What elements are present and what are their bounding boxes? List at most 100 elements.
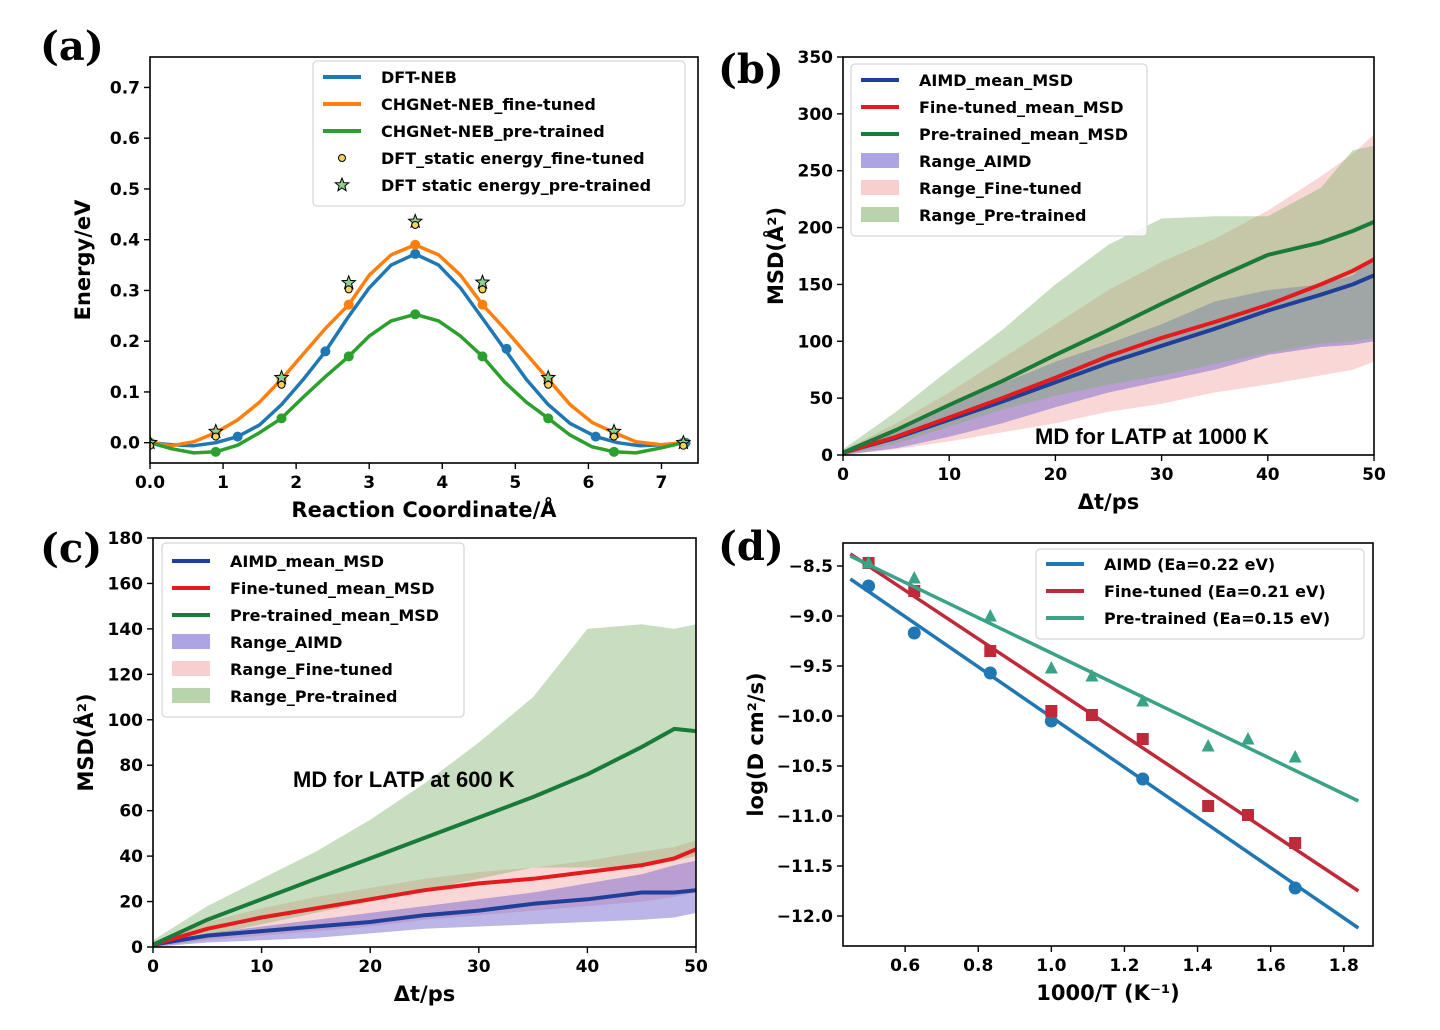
fit-line-triangle <box>849 554 1360 803</box>
legend-a: DFT-NEB CHGNet-NEB_fine-tuned CHGNet-NEB_p… <box>312 60 686 207</box>
circle-point-2 <box>277 380 286 389</box>
legend-swatch <box>172 661 210 676</box>
legend-item: Range_Fine-tuned <box>172 660 393 679</box>
legend-label: CHGNet-NEB_pre-trained <box>381 122 605 141</box>
point-square-5 <box>1136 733 1149 745</box>
legend-label: Pre-trained (Ea=0.15 eV) <box>1104 609 1330 628</box>
point-square-2 <box>984 645 997 657</box>
legend-item: DFT_static energy_fine-tuned <box>338 149 645 168</box>
y-tick-label: 0 <box>821 446 833 466</box>
legend-item: Range_AIMD <box>861 152 1031 171</box>
legend-swatch <box>333 176 351 192</box>
x-tick-label: 4 <box>436 473 448 493</box>
legend-label: Range_Pre-trained <box>919 206 1086 225</box>
y-tick-label: 0.3 <box>110 281 140 301</box>
point-chgnet-neb_fine-tuned-5 <box>477 299 488 310</box>
legend-swatch <box>172 688 210 703</box>
point-chgnet-neb_pre-trained-1 <box>210 446 221 457</box>
x-tick-label: 6 <box>582 473 594 493</box>
legend-frame <box>1035 548 1365 640</box>
point-triangle-7 <box>1241 732 1255 745</box>
panel-c: (c) 0 10 20 30 40 50 0 20 40 60 80 100 120 140 160 180 Δt… <box>40 525 708 1006</box>
y-tick-label: −9.5 <box>789 657 833 677</box>
band-range-fine-tuned <box>843 134 1374 455</box>
legend-item: DFT static energy_pre-trained <box>333 176 651 195</box>
fit-line-circle <box>849 577 1360 930</box>
x-tick-label: 2 <box>290 473 302 493</box>
y-tick-label: 100 <box>108 711 144 731</box>
band-range-fine-tuned <box>153 840 696 947</box>
point-dft-neb-1 <box>232 431 243 442</box>
x-tick-label: 1.2 <box>1109 956 1139 976</box>
y-tick-label: 60 <box>119 802 143 822</box>
x-tick-label: 50 <box>1362 465 1386 485</box>
point-triangle-2 <box>983 609 997 622</box>
point-chgnet-neb_pre-trained-2 <box>276 413 287 424</box>
y-tick-label: 120 <box>108 665 144 685</box>
plot-area-d <box>849 552 1360 930</box>
line-fine-tuned-mean-msd <box>843 257 1374 455</box>
legend-d: AIMD (Ea=0.22 eV) Fine-tuned (Ea=0.21 eV)… <box>1035 548 1365 640</box>
point-chgnet-neb_pre-trained-7 <box>608 446 619 457</box>
y-tick-label: −8.5 <box>789 557 833 577</box>
legend-label: AIMD (Ea=0.22 eV) <box>1104 555 1275 574</box>
legend-swatch <box>861 153 899 168</box>
x-tick-label: 20 <box>1044 465 1068 485</box>
legend-label: Range_Fine-tuned <box>230 660 393 679</box>
legend-item: DFT-NEB <box>323 68 457 87</box>
star-point-5 <box>474 273 491 290</box>
x-tick-label: 30 <box>467 957 491 977</box>
y-axis-label: log(D cm²/s) <box>744 672 768 816</box>
x-tick-label: 20 <box>358 957 382 977</box>
legend-label: AIMD_mean_MSD <box>230 552 384 571</box>
legend-label: AIMD_mean_MSD <box>919 71 1073 90</box>
axes-frame <box>149 56 699 464</box>
y-tick-label: 0.0 <box>110 434 140 454</box>
point-chgnet-neb_pre-trained-5 <box>477 351 488 362</box>
legend-item: Range_Pre-trained <box>861 206 1086 225</box>
point-triangle-5 <box>1136 694 1150 707</box>
x-tick-label: 1.6 <box>1256 956 1286 976</box>
x-tick-label: 10 <box>250 957 274 977</box>
axes-frame <box>842 542 1374 947</box>
x-tick-label: 7 <box>656 473 668 493</box>
x-axis-label: Δt/ps <box>1078 490 1140 514</box>
legend-label: DFT-NEB <box>381 68 457 87</box>
line-pre-trained-mean-msd <box>843 220 1374 455</box>
y-tick-label: 20 <box>119 893 143 913</box>
x-tick-label: 5 <box>509 473 521 493</box>
y-tick-label: 100 <box>798 332 834 352</box>
point-dft-neb-5 <box>590 431 601 442</box>
y-tick-label: 250 <box>798 162 834 182</box>
point-triangle-1 <box>907 571 921 584</box>
point-dft-neb-4 <box>501 343 512 354</box>
y-tick-label: 0 <box>131 938 143 958</box>
band-range-pre-trained <box>843 145 1374 455</box>
legend-label: Range_AIMD <box>919 152 1031 171</box>
point-circle-1 <box>907 626 921 640</box>
x-axis-label: Reaction Coordinate/Å <box>291 497 557 522</box>
legend-label: DFT_static energy_fine-tuned <box>381 149 645 168</box>
y-tick-label: 160 <box>108 574 144 594</box>
legend-c: AIMD_mean_MSD Fine-tuned_mean_MSD Pre-trai… <box>161 542 465 718</box>
legend-swatch <box>861 180 899 195</box>
y-tick-label: 50 <box>809 389 833 409</box>
axes-frame <box>842 56 1375 456</box>
point-circle-5 <box>1288 881 1302 895</box>
point-triangle-0 <box>862 556 876 569</box>
point-triangle-3 <box>1044 661 1058 674</box>
y-tick-label: 140 <box>108 620 144 640</box>
legend-label: Fine-tuned_mean_MSD <box>919 98 1123 117</box>
band-range-aimd <box>153 860 696 947</box>
y-tick-label: −12.0 <box>777 907 833 927</box>
point-chgnet-neb_fine-tuned-4 <box>410 239 421 250</box>
point-chgnet-neb_pre-trained-6 <box>543 413 554 424</box>
legend-label: Range_Fine-tuned <box>919 179 1082 198</box>
fit-line-square <box>849 552 1360 893</box>
y-tick-label: 0.7 <box>110 78 140 98</box>
line-pre-trained-mean-msd <box>153 726 696 947</box>
legend-item: AIMD (Ea=0.22 eV) <box>1046 555 1275 574</box>
point-chgnet-neb_pre-trained-4 <box>410 309 421 320</box>
star-point-2 <box>273 369 290 385</box>
